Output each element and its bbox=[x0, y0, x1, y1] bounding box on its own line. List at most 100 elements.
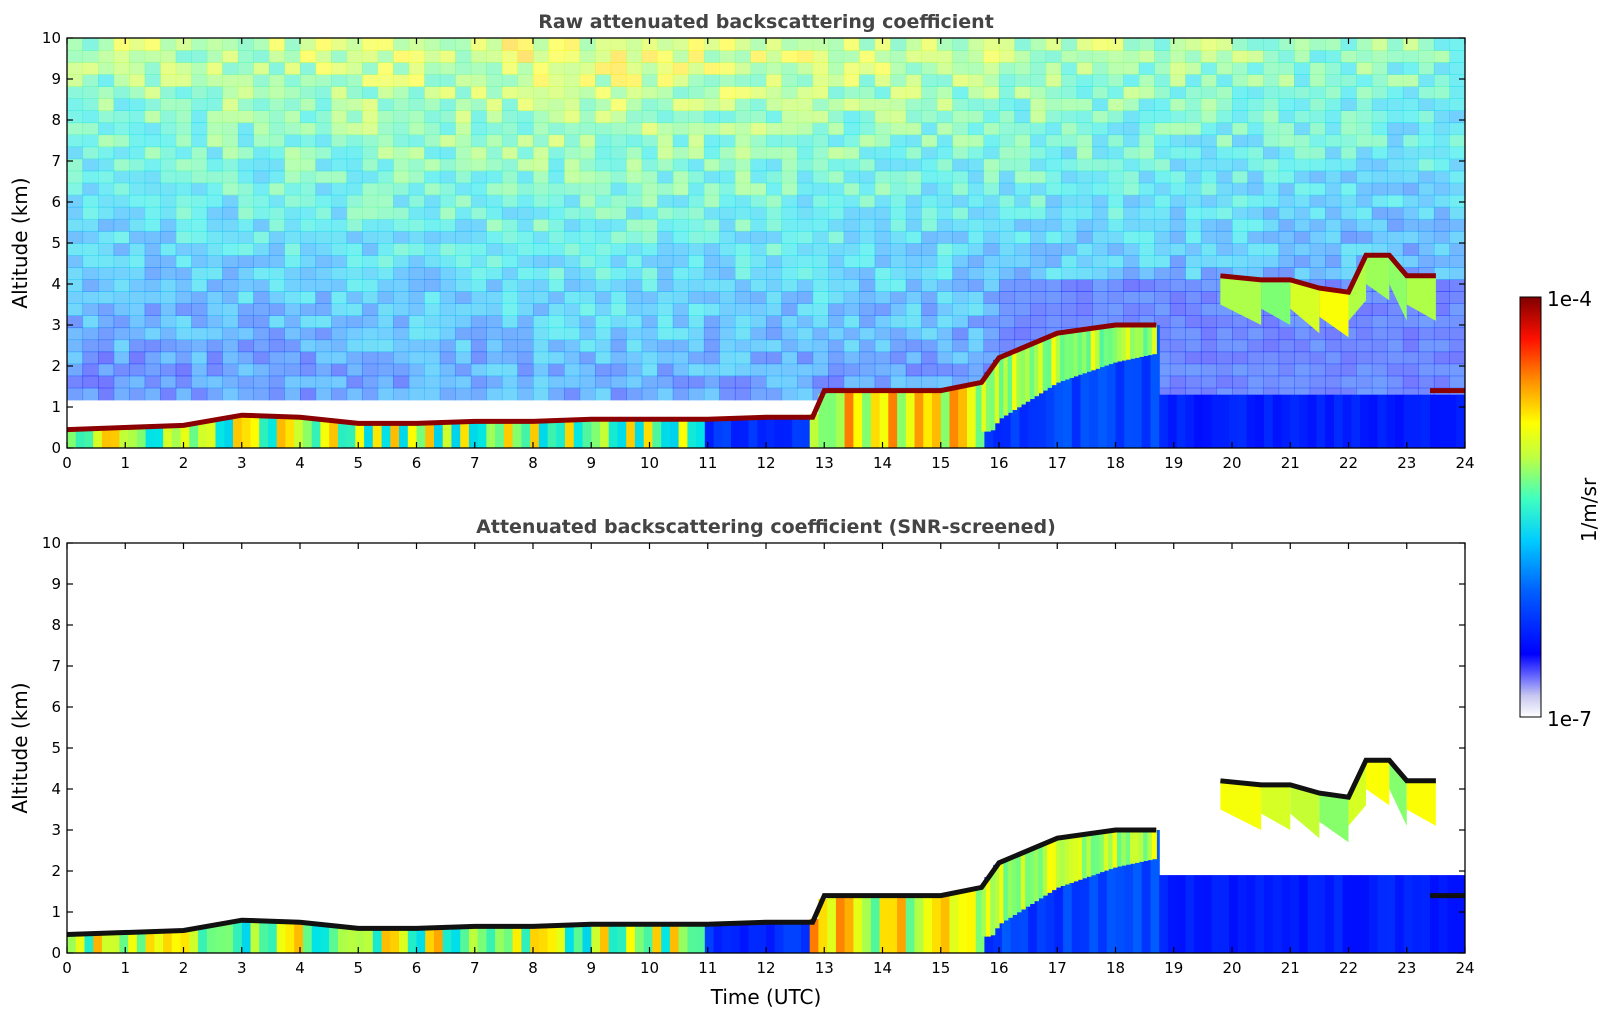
noise-cell bbox=[1340, 255, 1357, 268]
noise-cell bbox=[967, 194, 984, 208]
noise-cell bbox=[517, 170, 534, 184]
noise-cell bbox=[284, 291, 301, 304]
noise-cell bbox=[439, 194, 456, 208]
noise-cell bbox=[129, 194, 146, 208]
noise-cell bbox=[455, 315, 472, 329]
noise-cell bbox=[1030, 62, 1047, 75]
noise-cell bbox=[408, 134, 425, 148]
x-tick-label: 23 bbox=[1397, 959, 1416, 977]
aerosol-cell bbox=[1194, 875, 1204, 953]
noise-cell bbox=[952, 170, 969, 184]
noise-cell bbox=[1278, 38, 1295, 51]
noise-cell bbox=[1356, 194, 1373, 208]
noise-cell bbox=[284, 230, 301, 244]
noise-cell bbox=[936, 327, 953, 341]
noise-cell bbox=[703, 351, 720, 365]
noise-cell bbox=[377, 74, 394, 87]
noise-cell bbox=[1200, 218, 1217, 232]
noise-cell bbox=[1371, 243, 1388, 256]
noise-cell bbox=[315, 62, 332, 75]
noise-cell bbox=[455, 194, 472, 208]
noise-cell bbox=[750, 327, 767, 341]
noise-cell bbox=[905, 327, 922, 341]
noise-cell bbox=[331, 182, 348, 196]
noise-cell bbox=[82, 74, 99, 87]
x-tick-label: 1 bbox=[120, 959, 130, 977]
noise-cell bbox=[315, 230, 332, 244]
noise-cell bbox=[237, 38, 254, 51]
noise-cell bbox=[672, 146, 689, 160]
noise-cell bbox=[548, 206, 565, 220]
noise-cell bbox=[1247, 110, 1264, 124]
noise-cell bbox=[237, 170, 254, 184]
noise-cell bbox=[1061, 134, 1078, 148]
noise-cell bbox=[936, 146, 953, 160]
noise-cell bbox=[237, 182, 254, 196]
noise-cell bbox=[362, 182, 379, 196]
noise-cell bbox=[1216, 206, 1233, 220]
noise-cell bbox=[1232, 218, 1249, 232]
noise-cell bbox=[284, 375, 301, 389]
colorbar-min-label: 1e-7 bbox=[1547, 707, 1592, 731]
noise-cell bbox=[1216, 363, 1233, 377]
noise-cell bbox=[1418, 110, 1435, 124]
noise-cell bbox=[564, 170, 581, 184]
noise-cell bbox=[113, 98, 130, 111]
noise-cell bbox=[237, 98, 254, 111]
aerosol-cell bbox=[407, 928, 418, 953]
noise-cell bbox=[206, 243, 223, 256]
noise-cell bbox=[1325, 375, 1342, 389]
noise-cell bbox=[300, 291, 317, 304]
plume-cell bbox=[1151, 325, 1157, 355]
noise-cell bbox=[688, 134, 705, 148]
noise-cell bbox=[424, 50, 441, 63]
noise-cell bbox=[175, 62, 192, 75]
noise-cell bbox=[1418, 255, 1435, 268]
plume-cell bbox=[1143, 325, 1149, 356]
noise-cell bbox=[1014, 134, 1031, 148]
noise-cell bbox=[1418, 206, 1435, 220]
noise-cell bbox=[1449, 315, 1465, 329]
noise-cell bbox=[486, 351, 503, 365]
noise-cell bbox=[470, 74, 487, 87]
noise-cell bbox=[1449, 255, 1465, 268]
noise-cell bbox=[113, 74, 130, 87]
noise-cell bbox=[703, 315, 720, 329]
noise-cell bbox=[1418, 38, 1435, 51]
noise-cell bbox=[1107, 134, 1124, 148]
noise-cell bbox=[1169, 255, 1186, 268]
noise-cell bbox=[1030, 158, 1047, 172]
aerosol-cell bbox=[827, 895, 837, 953]
noise-cell bbox=[719, 327, 736, 341]
noise-cell bbox=[455, 122, 472, 136]
noise-cell bbox=[408, 351, 425, 365]
noise-cell bbox=[408, 62, 425, 75]
aerosol-cell bbox=[1246, 875, 1256, 953]
noise-cell bbox=[470, 122, 487, 136]
aerosol-cell bbox=[556, 420, 566, 448]
aerosol-cell bbox=[1229, 394, 1239, 448]
noise-cell bbox=[1402, 375, 1419, 389]
aerosol-cell bbox=[1281, 394, 1291, 448]
noise-cell bbox=[999, 146, 1016, 160]
noise-cell bbox=[393, 230, 410, 244]
noise-cell bbox=[1185, 339, 1202, 353]
noise-cell bbox=[1216, 158, 1233, 172]
aerosol-cell bbox=[678, 419, 688, 448]
noise-cell bbox=[346, 218, 363, 232]
noise-cell bbox=[688, 98, 705, 111]
noise-cell bbox=[129, 315, 146, 329]
noise-cell bbox=[859, 182, 876, 196]
noise-cell bbox=[1387, 218, 1404, 232]
noise-cell bbox=[750, 255, 767, 268]
noise-cell bbox=[1356, 243, 1373, 256]
noise-cell bbox=[595, 375, 612, 389]
noise-cell bbox=[486, 146, 503, 160]
noise-cell bbox=[1263, 375, 1280, 389]
x-tick-label: 7 bbox=[470, 454, 480, 472]
noise-cell bbox=[377, 206, 394, 220]
noise-cell bbox=[999, 206, 1016, 220]
aerosol-cell bbox=[1045, 336, 1055, 448]
noise-cell bbox=[595, 86, 612, 99]
aerosol-cell bbox=[1202, 394, 1213, 448]
